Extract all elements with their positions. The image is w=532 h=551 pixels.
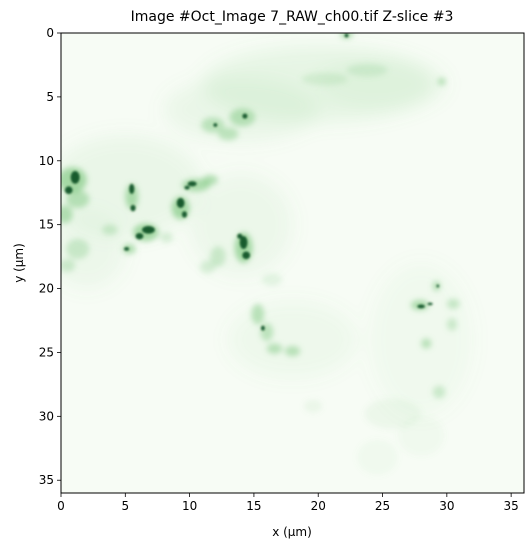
bright-spot (129, 184, 134, 194)
signal-spot (285, 346, 300, 356)
heatmap-image (48, 30, 524, 493)
signal-spot (60, 259, 75, 272)
bright-spot (182, 211, 187, 217)
x-axis-ticks: 0 5 10 15 20 25 30 35 (57, 493, 519, 513)
chart-title: Image #Oct_Image 7_RAW_ch00.tif Z-slice … (131, 9, 454, 25)
bright-spot (142, 226, 155, 234)
bright-spot (437, 284, 440, 287)
y-tick-label: 30 (39, 409, 54, 423)
signal-spot (200, 260, 215, 273)
signal-spot (66, 239, 89, 259)
signal-spot (57, 205, 72, 223)
signal-spot (302, 73, 348, 86)
bright-spot (242, 251, 250, 259)
signal-spot (260, 323, 273, 341)
signal-spot (202, 175, 217, 185)
bright-spot (184, 186, 189, 190)
x-tick-label: 30 (439, 499, 454, 513)
y-tick-label: 0 (46, 26, 54, 40)
signal-spot (433, 386, 446, 399)
signal-spot (447, 299, 460, 309)
y-tick-label: 10 (39, 154, 54, 168)
y-tick-label: 5 (46, 90, 54, 104)
signal-spot (447, 318, 457, 331)
haze-blob (228, 301, 357, 378)
signal-spot (251, 304, 264, 324)
bright-spot (242, 113, 247, 118)
signal-spot (229, 108, 255, 126)
signal-spot (438, 78, 446, 86)
signal-spot (267, 343, 282, 353)
bright-spot (345, 34, 349, 38)
bright-spot (65, 186, 73, 194)
signal-spot (421, 338, 431, 348)
signal-spot (357, 439, 398, 475)
signal-spot (262, 273, 283, 286)
y-tick-label: 25 (39, 345, 54, 359)
bright-spot (71, 171, 80, 184)
bright-spot (261, 326, 265, 331)
y-tick-label: 15 (39, 218, 54, 232)
y-tick-label: 20 (39, 282, 54, 296)
y-axis-ticks: 0 5 10 15 20 25 30 35 (39, 26, 61, 487)
signal-spot (347, 64, 388, 77)
bright-spot (136, 233, 144, 239)
bright-spot (213, 123, 217, 127)
bright-spot (237, 234, 242, 239)
bright-spot (130, 205, 135, 211)
haze-blob (370, 263, 473, 416)
bright-spot (177, 198, 185, 208)
x-tick-label: 5 (121, 499, 129, 513)
bright-spot (124, 247, 129, 251)
y-axis-label: y (μm) (12, 243, 26, 283)
x-tick-label: 15 (246, 499, 261, 513)
x-tick-label: 10 (182, 499, 197, 513)
bright-spot (417, 305, 425, 309)
x-tick-label: 25 (375, 499, 390, 513)
x-tick-label: 35 (503, 499, 518, 513)
bright-spot (428, 303, 433, 306)
x-axis-label: x (μm) (272, 525, 312, 539)
bright-spot (188, 181, 197, 186)
x-tick-label: 20 (311, 499, 326, 513)
x-tick-label: 0 (57, 499, 65, 513)
signal-spot (433, 281, 441, 291)
y-tick-label: 35 (39, 473, 54, 487)
signal-spot (218, 128, 239, 141)
signal-spot (398, 415, 444, 456)
signal-spot (160, 232, 173, 242)
signal-spot (304, 400, 322, 413)
signal-spot (102, 225, 117, 235)
